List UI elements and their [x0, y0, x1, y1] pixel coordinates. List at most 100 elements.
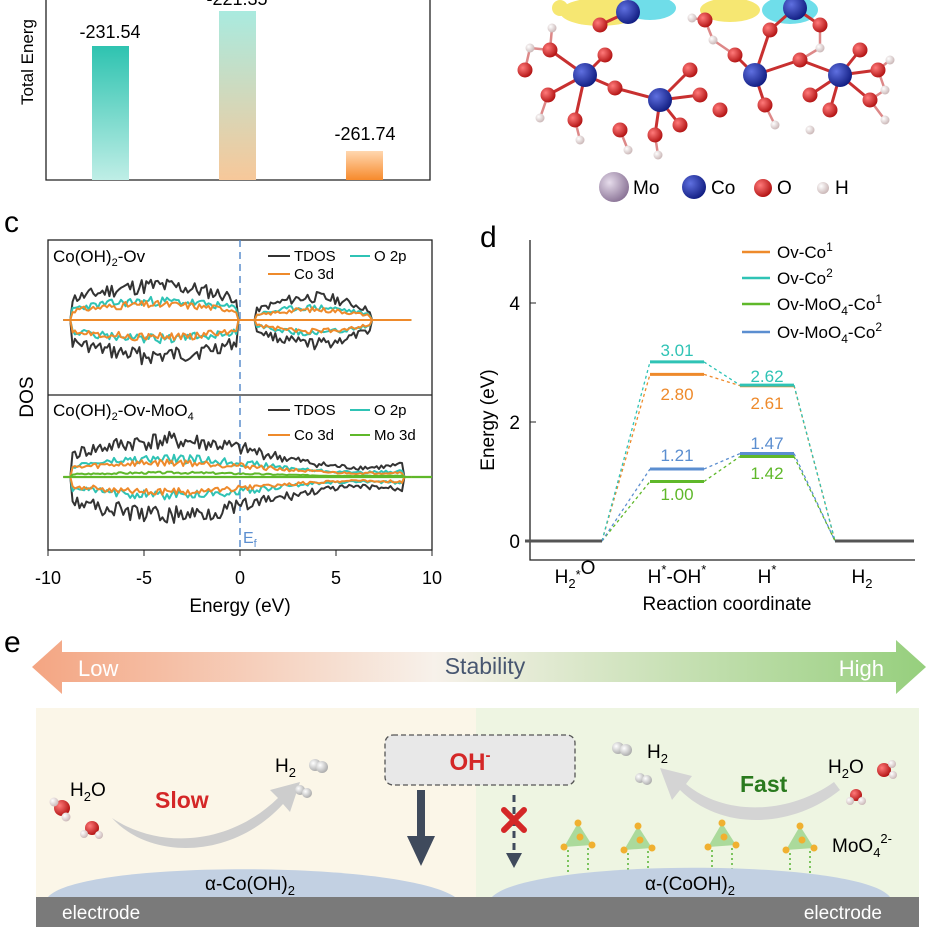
moo4-o-atom: [620, 846, 628, 854]
legend-o-atom-icon: [754, 179, 772, 197]
d-xtick-3: H2: [852, 567, 873, 591]
co-atom: [783, 0, 807, 20]
o-atom: [762, 22, 778, 38]
d-connector: [601, 468, 651, 542]
dos-bot-legend-co3d: Co 3d: [294, 427, 334, 444]
panel-e-letter: e: [4, 626, 21, 659]
bar-1: [92, 46, 129, 180]
d-connectors: [601, 361, 836, 542]
d-connector: [793, 453, 836, 542]
co-atom: [828, 63, 852, 87]
dos-xtick-3: 0: [235, 568, 245, 588]
dos-top-legend-tdos: TDOS: [294, 248, 336, 265]
o-atom: [612, 122, 628, 138]
right-water-label: H2O: [828, 757, 864, 781]
moo4-o-atom: [574, 819, 582, 827]
d-connector: [703, 373, 741, 387]
d-value-label-2-1: 1.00: [660, 485, 693, 504]
right-surface-label: α-(CoOH)2: [645, 874, 735, 898]
moo4-o-atom: [634, 822, 642, 830]
h-atom: [623, 145, 633, 155]
left-water-label: H2O: [70, 780, 106, 804]
panel-c-letter: c: [4, 206, 19, 239]
bar-label-3: -261.74: [334, 124, 395, 144]
moo4-o-atom: [704, 843, 712, 851]
dos-xlabel: Energy (eV): [189, 596, 290, 617]
structure-atoms: [517, 0, 895, 160]
d-legend-label-0: Ov-Co1: [777, 240, 833, 262]
dos-curve: [63, 476, 412, 524]
dos-xtick-5: 10: [422, 568, 442, 588]
o-atom: [792, 52, 808, 68]
panel-c: c DOS Ef Co(OH)2-Ov Co(OH)2-Ov-MoO4 TDOS…: [4, 206, 442, 617]
oh-blocked-arrow-icon: [501, 795, 527, 868]
co-atom: [573, 63, 597, 87]
legend-mo-label: Mo: [633, 178, 659, 199]
h-atom: [687, 13, 697, 23]
legend-h-atom-icon: [817, 182, 829, 194]
h-atom: [770, 120, 780, 130]
panel-d-letter: d: [480, 221, 497, 254]
right-h2-label: H2: [647, 742, 668, 766]
atom-legend: Mo Co O H: [599, 172, 849, 202]
bar-2: [219, 11, 256, 180]
d-value-label-0-2: 2.61: [750, 394, 783, 413]
left-surface-label: α-Co(OH)2: [205, 874, 295, 898]
fast-label: Fast: [740, 771, 788, 797]
h-atom: [575, 135, 585, 145]
o-atom: [692, 87, 708, 103]
d-value-label-3-2: 1.47: [750, 434, 783, 453]
stability-high-label: High: [839, 656, 884, 681]
d-connector: [793, 384, 836, 542]
legend-mo-atom-icon: [599, 172, 629, 202]
panel-a: Total Energ -231.54 -221.35 -261.74: [18, 0, 431, 181]
o-atom: [862, 92, 878, 108]
dos-top-legend: TDOS O 2p Co 3d: [268, 248, 407, 283]
o-atom: [682, 62, 698, 78]
h-atom: [885, 55, 895, 65]
fermi-label: Ef: [243, 530, 258, 550]
fast-arrow: [660, 768, 840, 820]
panel-e: e Low Stability High H2O Slow H2 OH-: [4, 626, 926, 927]
co-atom: [616, 0, 640, 24]
o-atom: [802, 87, 818, 103]
dos-xticks: -10 -5 0 5 10: [35, 550, 442, 588]
o-atom: [647, 127, 663, 143]
o-atom: [592, 17, 608, 33]
moo4-o-atom: [732, 841, 740, 849]
panel-c-ylabel: DOS: [17, 376, 38, 417]
d-value-label-0-1: 2.80: [660, 385, 693, 404]
co-atom: [648, 88, 672, 112]
left-surface-dome: [48, 869, 455, 897]
right-surface-dome: [492, 867, 890, 897]
stability-low-label: Low: [78, 656, 118, 681]
d-value-label-1-1: 3.01: [660, 341, 693, 360]
dos-bot-legend-o2p: O 2p: [374, 402, 407, 419]
dos-curve: [63, 458, 412, 478]
h-atom: [653, 150, 663, 160]
right-h2-bubbles-icon: [612, 742, 652, 785]
dos-top-curves: [63, 278, 412, 366]
moo4-o-atom: [796, 822, 804, 830]
co-atom: [743, 63, 767, 87]
dos-curve: [63, 453, 412, 478]
o-atom: [822, 102, 838, 118]
d-connector: [703, 452, 741, 470]
d-legend-label-1: Ov-Co2: [777, 266, 833, 288]
dos-curve: [63, 299, 412, 321]
dos-bot-legend-tdos: TDOS: [294, 402, 336, 419]
legend-co-atom-icon: [682, 175, 706, 199]
dos-xtick-2: -5: [136, 568, 152, 588]
slow-label: Slow: [155, 787, 209, 813]
d-xtick-2: H*: [758, 562, 777, 588]
d-value-label-3-1: 1.21: [660, 446, 693, 465]
o-atom: [727, 47, 743, 63]
o-atom: [607, 80, 623, 96]
o-atom: [812, 17, 828, 33]
right-electrode-label: electrode: [804, 903, 882, 924]
dos-bot-legend-mo3d: Mo 3d: [374, 427, 416, 444]
o-atom: [712, 102, 728, 118]
oh-box: [384, 734, 576, 786]
